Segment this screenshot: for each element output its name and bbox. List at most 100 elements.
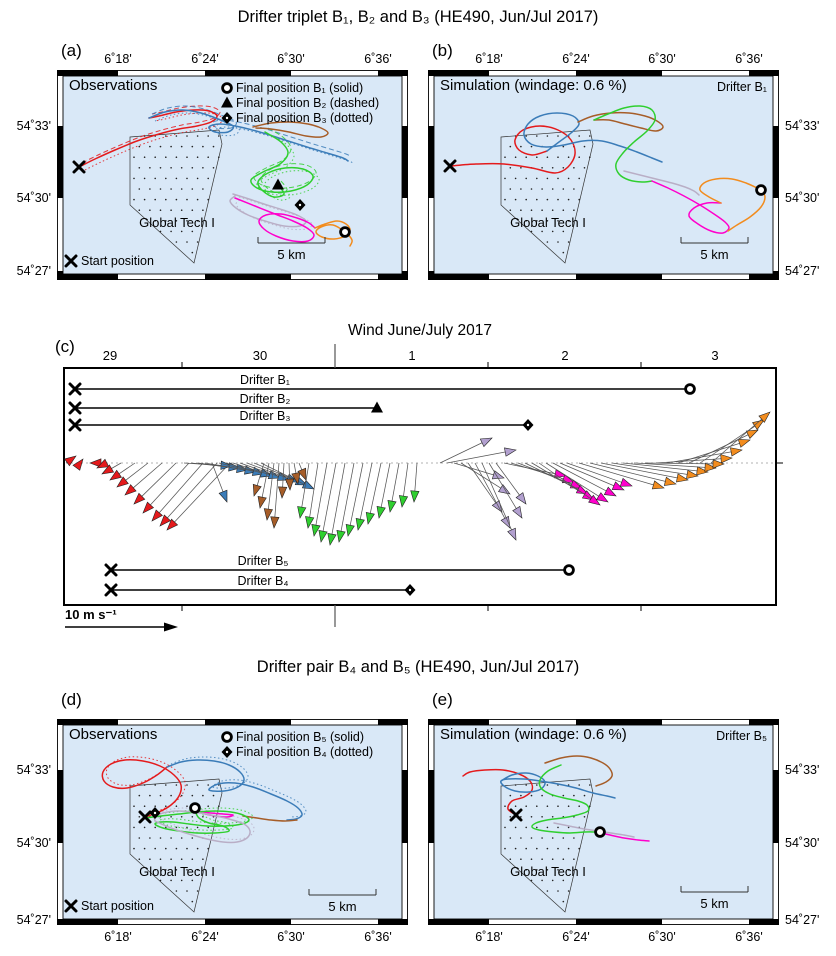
legend-item-label: Final position B₁ (solid) [236,81,364,95]
wind-arrow-lavender [495,462,527,505]
figure-title-triplet: Drifter triplet B₁, B₂ and B₃ (HE490, Ju… [237,8,599,26]
wind-arrow-red [124,462,163,496]
final-position-triangle-marker [221,96,233,108]
lon-tick-label: 6˚30' [277,930,305,944]
panel-letter: (d) [61,690,82,709]
timeline-label: Drifter B₂ [239,392,291,406]
wind-arrow-lavender [488,462,523,519]
figure-title-pair: Drifter pair B₄ and B₅ (HE490, Jun/Jul 2… [256,658,580,676]
wind-arrow-magenta [524,462,589,495]
wind-arrow-green [398,462,409,508]
start-x-marker [68,382,82,396]
wind-arrow-red [101,462,122,475]
trajectory-ghost-blue [151,105,352,158]
wind-arrow-orange [699,419,765,464]
wind-arrow-brown [263,462,275,521]
windfarm-label: Global Tech I [510,215,586,230]
wind-arrow-red [159,462,218,527]
wind-arrow-red [89,458,102,468]
lat-tick-label: 54˚33' [785,763,820,777]
scale-bar [257,237,326,244]
lon-tick-label: 6˚30' [648,52,676,66]
timeline-label: Drifter B₃ [239,409,291,423]
lat-tick-label: 54˚30' [785,191,820,205]
panel-letter: (c) [55,337,75,356]
wind-scale-arrow [65,622,178,632]
lat-tick-label: 54˚27' [16,264,51,278]
lat-tick-label: 54˚30' [16,836,51,850]
trajectory-green [144,810,250,834]
legend-item-label: Final position B₄ (dotted) [236,745,374,759]
panel-mode-label: Simulation (windage: 0.6 %) [440,726,627,743]
trajectory-red [101,759,183,818]
wind-arrow-green [365,462,382,525]
wind-arrow-orange [578,462,665,490]
trajectory-gray [153,810,251,844]
trajectory-ghost-red [105,756,186,815]
map-panel-d [57,719,408,925]
trajectory-brown [544,755,613,787]
wind-arrow-red [133,462,177,505]
sea-area [62,75,403,275]
scale-label: 5 km [328,899,357,914]
wind-arrow-green [336,462,355,543]
start-x-marker [443,159,457,173]
scale-bar [680,237,749,244]
wind-arrow-magenta [552,462,617,497]
trajectory-ghost-green [148,807,254,831]
trajectory-orange [699,177,766,232]
final-position-circle-marker [221,82,233,94]
windfarm-outline [500,778,594,913]
wind-arrow-orange [666,447,743,464]
trajectory-magenta [234,197,316,243]
lon-tick-label: 6˚36' [364,930,392,944]
final-position-circle-marker [594,826,606,838]
lon-tick-label: 6˚36' [364,52,392,66]
wind-arrow-orange [589,462,677,486]
lon-tick-label: 6˚36' [735,52,763,66]
panel-mode-label: Simulation (windage: 0.6 %) [440,77,627,94]
start-position-label: Start position [81,899,154,913]
start-x-marker [104,563,118,577]
trajectory-blue [523,112,663,163]
wind-plot-svg [63,344,783,632]
trajectory-ghost-red [81,105,221,164]
start-x-marker [68,418,82,432]
legend-item-label: Final position B₃ (dotted) [236,111,374,125]
wind-arrow-green [376,462,391,519]
final-position-diamond-marker [522,419,534,431]
wind-arrow-red [64,455,77,467]
panel-letter: (b) [432,41,453,60]
wind-arrow-orange [633,462,717,472]
panel-mode-label: Observations [69,726,158,743]
lon-tick-label: 6˚24' [562,52,590,66]
trajectory-gray [623,170,700,196]
wind-arrow-green [311,462,328,537]
panel-mode-label: Observations [69,77,158,94]
lon-tick-label: 6˚18' [104,52,132,66]
lon-tick-label: 6˚24' [191,930,219,944]
windfarm-turbine-dots [133,784,220,903]
final-position-diamond-marker [149,807,161,819]
trajectory-brown [242,815,298,822]
lat-tick-label: 54˚27' [16,913,51,927]
day-tick-label: 1 [408,348,416,363]
lat-tick-label: 54˚33' [785,119,820,133]
panel-drifter-label: Drifter B₁ [716,80,767,94]
wind-arrow-green [305,462,319,529]
wind-arrow-orange [611,462,699,479]
wind-arrow-brown [277,462,288,499]
windfarm-outline [129,778,223,913]
wind-arrow-red [96,458,110,469]
lon-tick-label: 6˚24' [191,52,219,66]
final-position-circle-marker [221,731,233,743]
windfarm-label: Global Tech I [139,864,215,879]
wind-arrow-green [355,462,373,531]
trajectory-ghost-gray [157,807,255,840]
lon-tick-label: 6˚36' [735,930,763,944]
final-position-circle-marker [339,226,351,238]
timeline-label: Drifter B₁ [239,373,291,387]
start-x-marker [64,899,78,913]
windfarm-turbine-dots [504,135,591,254]
